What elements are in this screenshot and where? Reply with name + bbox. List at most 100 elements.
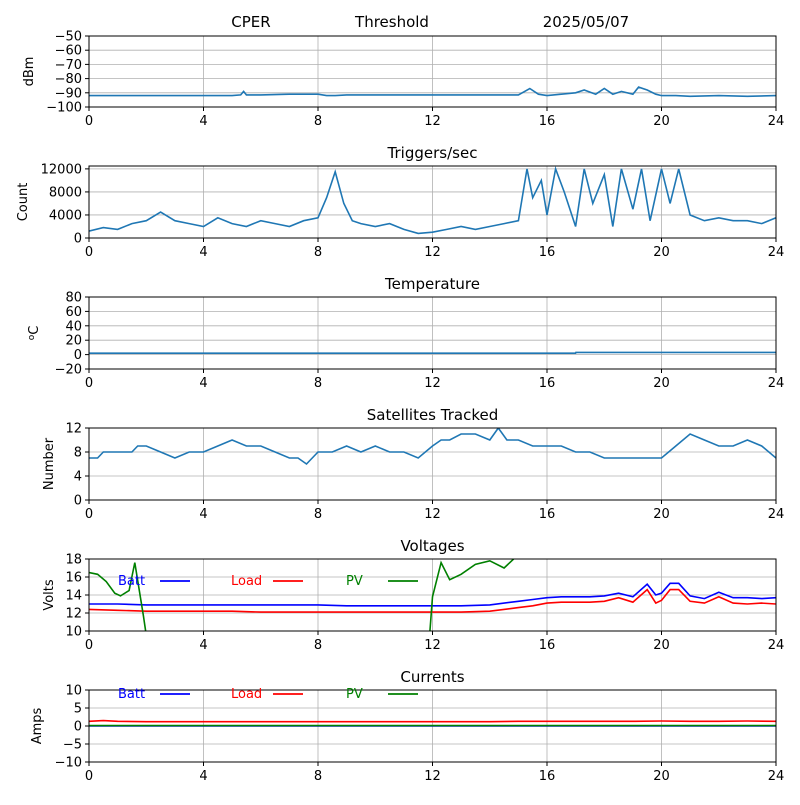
x-tick-label: 16 — [539, 638, 556, 653]
x-tick-label: 12 — [424, 376, 441, 391]
x-tick-label: 16 — [539, 376, 556, 391]
y-tick-label: −90 — [55, 86, 82, 101]
legend-label-batt: Batt — [118, 687, 145, 702]
y-tick-label: −60 — [55, 44, 82, 59]
x-tick-label: 12 — [424, 245, 441, 260]
series-line-batt — [89, 582, 776, 607]
panel-title: Temperature — [384, 275, 480, 293]
series-line-main — [89, 86, 776, 98]
y-axis-label: Amps — [30, 707, 45, 744]
legend-label-pv: PV — [346, 574, 363, 589]
x-tick-label: 20 — [653, 376, 670, 391]
x-tick-label: 24 — [768, 376, 785, 391]
y-tick-label: 80 — [65, 291, 82, 306]
y-tick-label: 10 — [65, 625, 82, 640]
y-tick-label: 40 — [65, 319, 82, 334]
series-line-main — [89, 351, 776, 355]
panel-5: 0 4 8 12 16 20 24 10 12 14 16 18 Voltages Volts Batt Lo… — [42, 537, 784, 653]
legend-label-load: Load — [231, 687, 262, 702]
legend-label-pv: PV — [346, 687, 363, 702]
x-tick-label: 0 — [85, 376, 93, 391]
y-tick-label: 0 — [74, 348, 82, 363]
y-axis-label-sup: o — [27, 334, 37, 340]
y-tick-label: −5 — [63, 738, 82, 753]
y-axis-label: Number — [42, 437, 57, 490]
y-axis-label: dBm — [22, 57, 37, 87]
y-tick-label: 12 — [65, 422, 82, 437]
panel-title: Voltages — [400, 537, 464, 555]
x-tick-label: 20 — [653, 245, 670, 260]
y-axis-label: Count — [16, 183, 31, 222]
y-tick-label: −10 — [55, 756, 82, 771]
y-tick-label: 18 — [65, 553, 82, 568]
y-tick-label: 10 — [65, 684, 82, 699]
header-date: 2025/05/07 — [543, 13, 629, 31]
legend-label-batt: Batt — [118, 574, 145, 589]
series-line-main — [89, 166, 776, 235]
x-tick-label: 0 — [85, 638, 93, 653]
y-tick-label: 60 — [65, 305, 82, 320]
y-tick-label: 12 — [65, 607, 82, 622]
x-tick-label: 4 — [199, 245, 207, 260]
series-line-load — [89, 719, 776, 723]
x-tick-label: 24 — [768, 245, 785, 260]
x-tick-label: 4 — [199, 638, 207, 653]
x-tick-label: 20 — [653, 769, 670, 784]
x-tick-label: 8 — [314, 245, 322, 260]
y-tick-label: 16 — [65, 571, 82, 586]
x-tick-label: 8 — [314, 507, 322, 522]
x-tick-label: 8 — [314, 114, 322, 129]
y-tick-label: −80 — [55, 72, 82, 87]
y-axis-label: oC — [27, 326, 42, 341]
y-tick-label: 14 — [65, 589, 82, 604]
x-tick-label: 4 — [199, 376, 207, 391]
y-tick-label: 4 — [74, 470, 82, 485]
x-tick-label: 4 — [199, 769, 207, 784]
series-line-load — [89, 588, 776, 613]
x-tick-label: 12 — [424, 769, 441, 784]
panel-title: Satellites Tracked — [367, 406, 498, 424]
y-tick-label: 20 — [65, 334, 82, 349]
x-tick-label: 8 — [314, 638, 322, 653]
y-tick-label: −70 — [55, 58, 82, 73]
y-axis-label-main: C — [27, 326, 42, 335]
x-tick-label: 8 — [314, 376, 322, 391]
x-tick-label: 12 — [424, 638, 441, 653]
y-axis-label: Volts — [42, 579, 57, 611]
x-tick-label: 16 — [539, 769, 556, 784]
y-tick-label: 0 — [74, 232, 82, 247]
x-tick-label: 16 — [539, 507, 556, 522]
y-tick-label: 8 — [74, 446, 82, 461]
series-line-main — [89, 428, 776, 466]
x-tick-label: 24 — [768, 769, 785, 784]
y-tick-label: 4000 — [49, 208, 82, 223]
x-tick-label: 24 — [768, 114, 785, 129]
x-tick-label: 12 — [424, 507, 441, 522]
x-tick-label: 8 — [314, 769, 322, 784]
x-tick-label: 0 — [85, 507, 93, 522]
y-tick-label: −100 — [46, 101, 82, 116]
x-tick-label: 12 — [424, 114, 441, 129]
x-tick-label: 24 — [768, 638, 785, 653]
x-tick-label: 20 — [653, 638, 670, 653]
panel-1: 0 4 8 12 16 20 24 −100−90−80−70−60−50 dBm — [22, 30, 784, 130]
header-site: CPER — [231, 13, 270, 31]
series-line-pv — [89, 559, 515, 631]
panel-4: 0 4 8 12 16 20 24 0 4 8 12 Satellites Tracked Number — [42, 406, 784, 522]
x-tick-label: 16 — [539, 245, 556, 260]
y-tick-label: 0 — [74, 720, 82, 735]
y-tick-label: −20 — [55, 363, 82, 378]
header-mode: Threshold — [354, 13, 429, 31]
y-tick-label: 12000 — [41, 162, 82, 177]
panel-2: 0 4 8 12 16 20 24 0 4000 8000 12000 Triggers/sec Cou… — [16, 144, 784, 260]
x-tick-label: 4 — [199, 507, 207, 522]
x-tick-label: 0 — [85, 769, 93, 784]
y-tick-label: 8000 — [49, 185, 82, 200]
panel-title: Triggers/sec — [387, 144, 478, 162]
panel-6: 0 4 8 12 16 20 24 −10 −5 0 5 10 Currents Amps Batt Load… — [30, 668, 784, 784]
x-tick-label: 0 — [85, 245, 93, 260]
x-tick-label: 4 — [199, 114, 207, 129]
